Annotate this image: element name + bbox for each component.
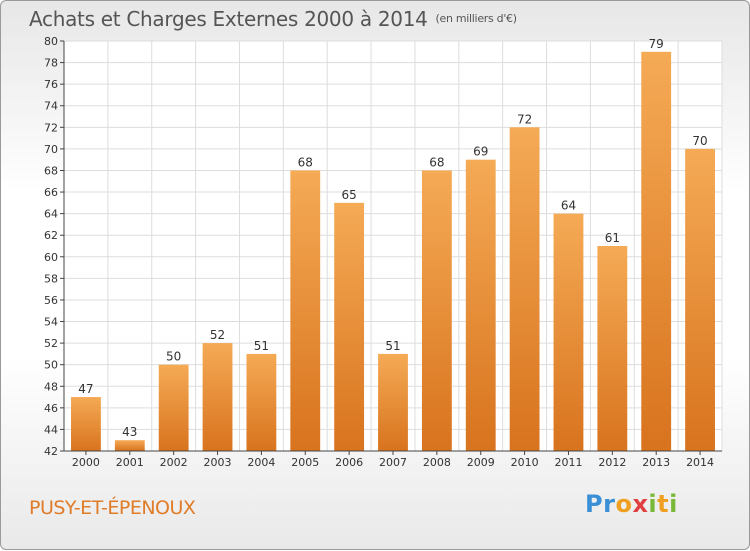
bar-value-label: 50: [166, 350, 181, 364]
x-tick-label: 2012: [598, 456, 626, 469]
x-tick-label: 2009: [467, 456, 495, 469]
x-tick-label: 2003: [204, 456, 232, 469]
bar: [553, 213, 584, 451]
y-tick-label: 42: [44, 445, 58, 458]
bar: [290, 170, 321, 451]
y-tick-label: 54: [44, 316, 58, 329]
x-tick-label: 2007: [379, 456, 407, 469]
y-tick-label: 64: [44, 208, 58, 221]
chart-title: Achats et Charges Externes 2000 à 2014 (e…: [29, 7, 517, 31]
y-tick-label: 68: [44, 164, 58, 177]
bar-value-label: 68: [429, 155, 444, 169]
y-tick-label: 74: [44, 100, 58, 113]
axes: 42 44 46 48 50 52 54 56 58 60 62 64 66 68 70 72 74 76 78 80…: [44, 35, 722, 469]
x-tick-label: 2008: [423, 456, 451, 469]
bars: 47 43 50 52 51 68 65 51 68 69 72 64 61 79 70: [71, 37, 715, 452]
bar: [334, 202, 365, 451]
x-tick-label: 2004: [247, 456, 275, 469]
chart-title-text: Achats et Charges Externes 2000 à 2014: [29, 7, 428, 31]
y-tick-label: 48: [44, 380, 58, 393]
bar-value-label: 68: [298, 155, 313, 169]
bar-value-label: 65: [341, 188, 356, 202]
x-tick-label: 2000: [72, 456, 100, 469]
y-tick-label: 50: [44, 359, 58, 372]
bar: [114, 440, 145, 451]
y-tick-label: 56: [44, 294, 58, 307]
y-tick-label: 72: [44, 121, 58, 134]
bar: [246, 353, 277, 451]
bar-value-label: 70: [692, 134, 707, 148]
bar: [465, 159, 496, 451]
y-tick-label: 80: [44, 35, 58, 48]
bar-value-label: 43: [122, 425, 137, 439]
bar: [71, 397, 101, 451]
x-tick-label: 2002: [160, 456, 188, 469]
y-tick-label: 44: [44, 423, 58, 436]
bar-value-label: 64: [561, 199, 576, 213]
y-tick-label: 58: [44, 272, 58, 285]
x-tick-label: 2014: [686, 456, 714, 469]
bar-value-label: 47: [78, 382, 93, 396]
y-tick-label: 76: [44, 78, 58, 91]
bar: [421, 170, 452, 451]
y-tick-label: 52: [44, 337, 58, 350]
x-tick-label: 2006: [335, 456, 363, 469]
commune-name: PUSY-ET-ÉPENOUX: [29, 497, 196, 519]
y-tick-label: 78: [44, 57, 58, 70]
bar-value-label: 69: [473, 145, 488, 159]
bar-value-label: 61: [605, 231, 620, 245]
y-tick-label: 66: [44, 186, 58, 199]
y-tick-label: 46: [44, 402, 58, 415]
y-tick-label: 62: [44, 229, 58, 242]
bar: [597, 246, 628, 451]
bar-value-label: 72: [517, 112, 532, 126]
bar: [641, 51, 672, 451]
bar-value-label: 51: [385, 339, 400, 353]
bar: [378, 353, 408, 451]
chart-unit: (en milliers d'€): [435, 12, 517, 25]
bar: [509, 127, 540, 451]
y-tick-label: 60: [44, 251, 58, 264]
proxiti-logo[interactable]: Proxiti: [585, 490, 678, 518]
y-tick-label: 70: [44, 143, 58, 156]
bar-value-label: 51: [254, 339, 269, 353]
bar-value-label: 79: [649, 37, 664, 51]
bar-value-label: 52: [210, 328, 225, 342]
x-tick-label: 2001: [116, 456, 144, 469]
bar: [158, 364, 189, 451]
x-tick-label: 2013: [642, 456, 670, 469]
bar: [202, 343, 233, 451]
x-tick-label: 2005: [291, 456, 319, 469]
bar: [685, 148, 715, 452]
x-tick-label: 2011: [554, 456, 582, 469]
x-tick-label: 2010: [511, 456, 539, 469]
